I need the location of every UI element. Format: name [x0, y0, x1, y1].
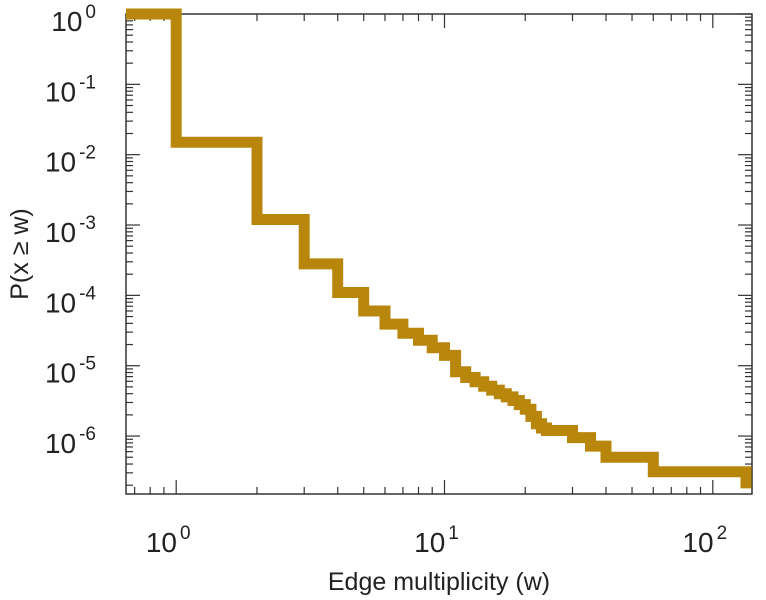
y-tick-label: 10 -3 — [45, 213, 96, 248]
tick-labels: 10 0 10 1 10 2 10 0 10 -1 10 -2 10 -3 10 -4 10 -5 10 -6 — [45, 2, 727, 558]
y-tick-label: 10 -2 — [45, 143, 96, 178]
plot-frame — [125, 13, 753, 495]
x-tick-label: 10 0 — [146, 523, 191, 558]
y-tick-label: 10 0 — [51, 2, 96, 37]
y-tick-label: 10 -5 — [45, 354, 96, 389]
ccdf-step-line-0 — [126, 8, 752, 489]
y-tick-label: 10 -1 — [45, 72, 96, 107]
series-layer — [126, 8, 752, 489]
y-tick-label: 10 -4 — [45, 283, 96, 318]
tick-marks — [126, 13, 752, 494]
y-axis-label: P(x ≥ w) — [6, 208, 34, 300]
x-tick-label: 10 1 — [414, 523, 459, 558]
x-tick-label: 10 2 — [682, 523, 727, 558]
x-axis-label: Edge multiplicity (w) — [328, 568, 550, 596]
y-tick-label: 10 -6 — [45, 424, 96, 459]
